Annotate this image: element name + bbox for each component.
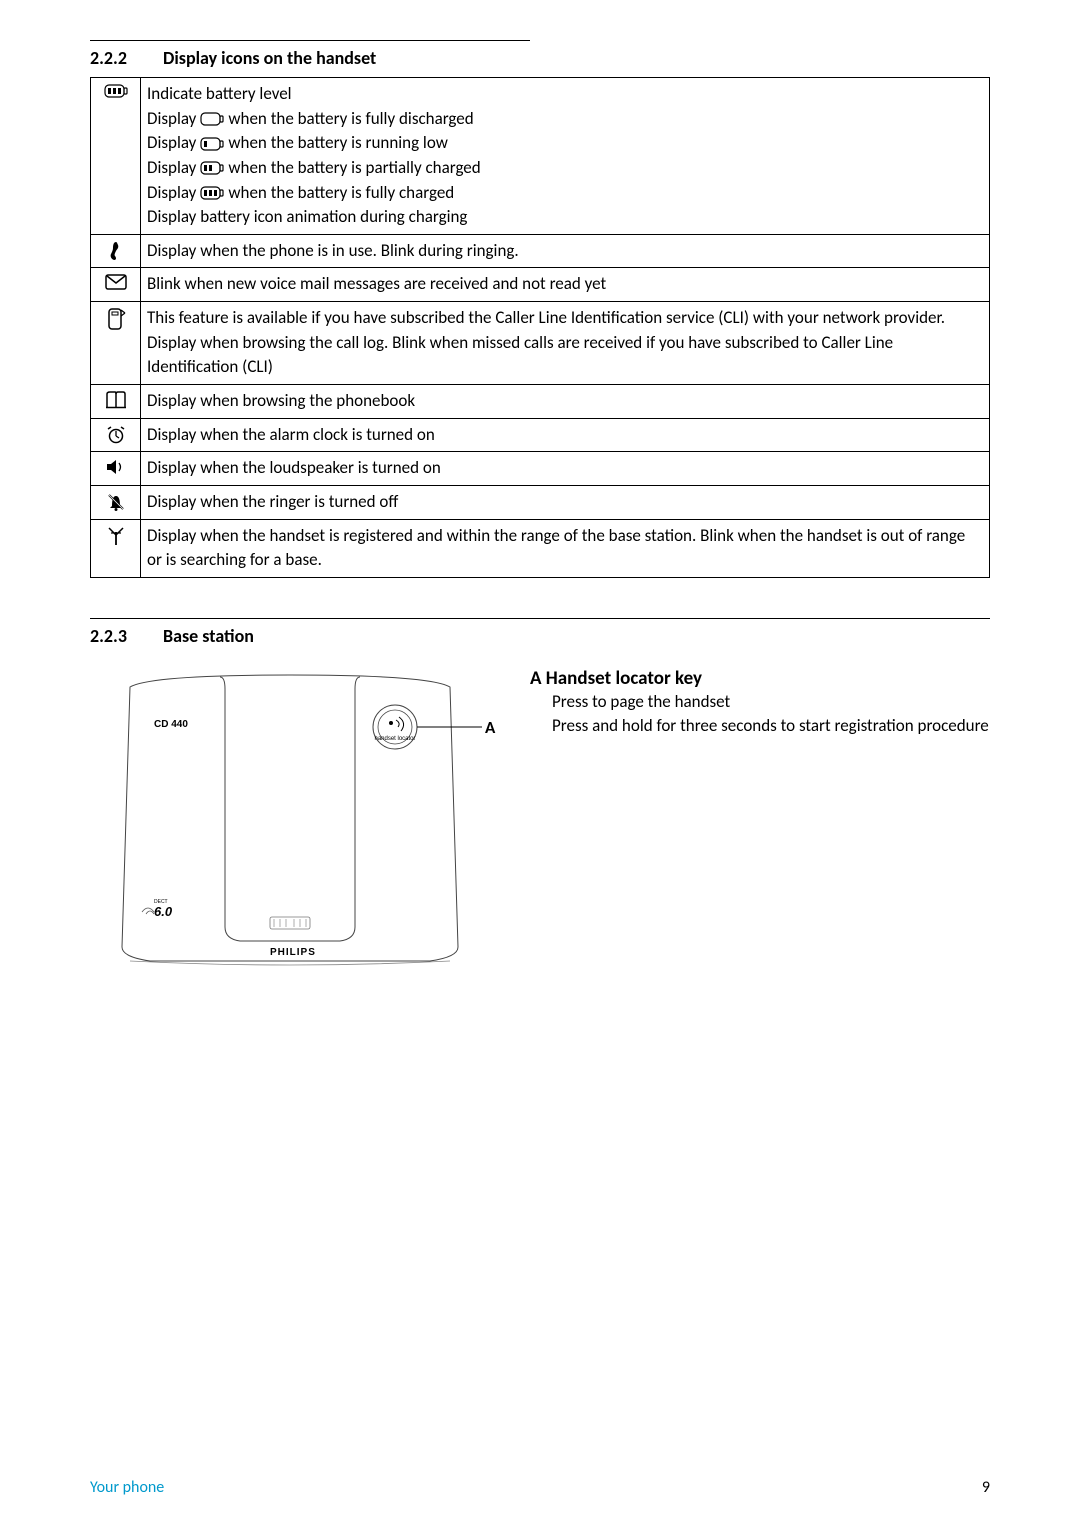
battery-line2: Display when the battery is fully discha… [147,107,983,132]
battery-line4: Display when the battery is partially ch… [147,156,983,181]
battery-line1: Indicate battery level [147,82,983,107]
icons-table: Indicate battery level Display when the … [90,77,990,578]
phonebook-icon-cell [91,385,141,419]
philips-text: PHILIPS [270,947,316,958]
battery-l3b: when the battery is running low [228,131,448,156]
section-223-header: 2.2.3 Base station [90,618,990,647]
antenna-icon-cell [91,519,141,577]
locator-p1: Press to page the handset [530,690,990,714]
cli-line2: Display when browsing the call log. Blin… [147,331,983,380]
locator-p2: Press and hold for three seconds to star… [530,714,990,738]
mail-icon [105,274,127,290]
phone-icon-cell [91,234,141,268]
battery-desc-cell: Indicate battery level Display when the … [141,78,990,235]
battery-line5: Display when the battery is fully charge… [147,181,983,206]
antenna-icon [107,526,125,546]
base-station-diagram: CD 440 handset locator PHILIPS 6.0 DECT … [90,667,490,987]
battery-icon-cell [91,78,141,235]
phone-desc: Display when the phone is in use. Blink … [141,234,990,268]
section-223-title: Base station [163,625,254,647]
locator-heading: A Handset locator key [530,667,990,690]
section-222-num: 2.2.2 [90,47,145,69]
alarm-icon-cell [91,418,141,452]
alarm-desc: Display when the alarm clock is turned o… [141,418,990,452]
battery-l2a: Display [147,107,196,132]
battery-full-icon [104,84,128,98]
caller-id-icon [106,308,126,330]
battery-l5a: Display [147,181,196,206]
footer-page-number: 9 [982,1478,990,1497]
mail-icon-cell [91,268,141,302]
cd440-text: CD 440 [154,719,188,730]
a-callout-label: A [485,717,495,738]
ringer-desc: Display when the ringer is turned off [141,485,990,519]
battery-l2b: when the battery is fully discharged [228,107,473,132]
phonebook-icon [105,391,127,409]
dect-60-text: 6.0 [154,904,172,919]
section-222-header: 2.2.2 Display icons on the handset [90,40,530,69]
battery-l4b: when the battery is partially charged [228,156,480,181]
locator-key-text: A Handset locator key Press to page the … [530,667,990,987]
battery-l5b: when the battery is fully charged [228,181,454,206]
ringer-off-icon [106,492,126,512]
battery-l4a: Display [147,156,196,181]
battery-partial-icon [200,161,224,175]
speaker-icon [106,458,126,476]
battery-low-icon [200,137,224,151]
cli-line1: This feature is available if you have su… [147,306,983,331]
battery-line3: Display when the battery is running low [147,131,983,156]
cli-icon-cell [91,302,141,385]
page-footer: Your phone 9 [90,1478,990,1497]
battery-empty-icon [200,112,224,126]
speaker-desc: Display when the loudspeaker is turned o… [141,452,990,486]
antenna-desc: Display when the handset is registered a… [141,519,990,577]
alarm-icon [106,425,126,445]
battery-line6: Display battery icon animation during ch… [147,205,983,230]
section-223-num: 2.2.3 [90,625,145,647]
mail-desc: Blink when new voice mail messages are r… [141,268,990,302]
battery-full-inline-icon [200,186,224,200]
phonebook-desc: Display when browsing the phonebook [141,385,990,419]
phone-icon [107,241,125,261]
cli-desc-cell: This feature is available if you have su… [141,302,990,385]
battery-l3a: Display [147,131,196,156]
speaker-icon-cell [91,452,141,486]
ringer-off-icon-cell [91,485,141,519]
footer-left: Your phone [90,1478,164,1497]
dect-small: DECT [154,899,168,905]
locator-arc-text: handset locator [373,736,417,742]
section-222-title: Display icons on the handset [163,47,376,69]
